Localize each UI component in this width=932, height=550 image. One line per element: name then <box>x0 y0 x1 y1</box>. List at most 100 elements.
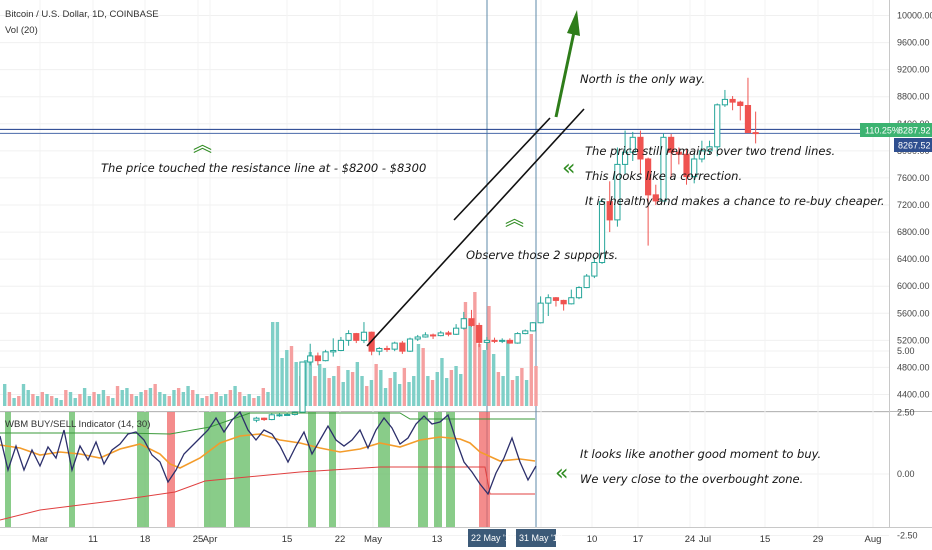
volume-bar <box>369 380 374 406</box>
chevron-left-icon: « <box>562 156 575 181</box>
annotation-trend-1: The price still remains over two trend l… <box>585 144 835 158</box>
time-tick-label: Jul <box>699 534 711 545</box>
volume-bar <box>501 376 505 406</box>
candle-up <box>422 334 429 338</box>
volume-bar <box>520 368 524 406</box>
candle-up <box>629 136 636 153</box>
symbol-title[interactable]: Bitcoin / U.S. Dollar, 1D, COINBASE <box>5 9 159 20</box>
volume-bar <box>101 390 106 406</box>
annotation-supports: Observe those 2 supports. <box>466 248 618 262</box>
volume-bar <box>454 366 458 406</box>
upper-band-line <box>0 412 535 435</box>
volume-legend[interactable]: Vol (20) <box>5 25 38 36</box>
candle-up <box>460 318 467 329</box>
arrow-up-icon[interactable] <box>567 10 580 36</box>
date-badge-22-may: 22 May '19 <box>471 533 515 543</box>
volume-bar <box>515 376 519 406</box>
candle-up <box>537 302 544 324</box>
volume-bar <box>524 380 529 406</box>
indicator-legend[interactable]: WBM BUY/SELL Indicator (14, 30) <box>5 419 150 430</box>
time-tick-label: Mar <box>32 534 48 545</box>
volume-bar <box>332 376 336 406</box>
volume-bar <box>534 366 538 406</box>
volume-bar <box>355 362 360 406</box>
volume-bar <box>482 350 486 406</box>
time-tick-label: 13 <box>432 534 443 545</box>
trend-line-lower[interactable] <box>366 108 585 347</box>
candle-up <box>614 163 621 221</box>
indicator-tick-label: -2.50 <box>897 531 918 541</box>
time-axis[interactable]: Mar111825Apr1522May1327101724Jul1529Aug <box>32 534 882 545</box>
candle-up <box>322 351 329 362</box>
volume-bar <box>444 378 449 406</box>
volume-bar <box>407 382 411 406</box>
candle-down <box>645 158 652 196</box>
price-badge-bg <box>860 123 932 137</box>
trend-line-upper[interactable] <box>453 117 551 221</box>
candle-up <box>583 275 590 289</box>
volume-bar <box>82 388 87 406</box>
volume-bar <box>205 396 209 406</box>
price-tick-label: 8800.00 <box>897 92 930 102</box>
last-price-value: 8267.52 <box>898 141 931 151</box>
candle-down <box>383 347 391 350</box>
volume-bar <box>294 362 298 406</box>
volume-bar <box>379 370 383 406</box>
volume-bar <box>440 358 444 406</box>
candle-up <box>453 327 460 335</box>
volume-bar <box>430 380 435 406</box>
volume-bar <box>426 376 430 406</box>
volume-bar <box>21 384 26 406</box>
price-tick-label: 6800.00 <box>897 227 930 237</box>
north-arrow-shaft[interactable] <box>554 31 576 118</box>
price-tick-label: 10000.00 <box>897 11 932 21</box>
candle-up <box>522 330 529 335</box>
drawing-tools[interactable] <box>366 10 585 347</box>
volume-bar <box>129 394 134 406</box>
annotation-north: North is the only way. <box>580 72 705 86</box>
volume-bar <box>17 396 21 406</box>
candle-up <box>414 336 421 340</box>
volume-bar <box>111 398 115 406</box>
volume-bar <box>134 396 139 406</box>
volume-bar <box>209 394 214 406</box>
candle-up <box>483 339 490 343</box>
time-tick-label: 29 <box>813 534 824 545</box>
candle-down <box>552 297 560 301</box>
buy-zone <box>137 412 149 527</box>
chevron-up-icon: ︽ <box>505 208 524 230</box>
annotation-trend-2: This looks like a correction. <box>585 169 742 183</box>
volume-bar <box>64 390 68 406</box>
volume-bar <box>172 390 176 406</box>
volume-bar <box>153 384 157 406</box>
candle-up <box>698 150 705 160</box>
price-tick-label: 7200.00 <box>897 200 930 210</box>
last-price-badge[interactable]: 8267.52 <box>894 138 932 152</box>
volume-bar <box>167 396 171 406</box>
volume-bar <box>7 392 12 406</box>
candle-up <box>575 287 583 299</box>
volume-bar <box>247 394 251 406</box>
time-highlight-22-may: 22 May '19 <box>468 529 515 547</box>
volume-bar <box>336 366 341 406</box>
volume-bar <box>322 368 327 406</box>
volume-bar <box>318 364 322 406</box>
buy-zone <box>434 412 442 527</box>
candle-up <box>499 339 506 342</box>
candle-down <box>353 333 360 341</box>
candle-up <box>253 417 260 421</box>
annotation-trend-3: It is healthy and makes a chance to re-b… <box>585 194 885 208</box>
candle-down <box>445 332 452 335</box>
buy-zone <box>204 412 226 527</box>
volume-bar <box>40 392 44 406</box>
signal-line <box>0 433 536 469</box>
volume-bar <box>214 392 218 406</box>
candle-up <box>568 297 575 305</box>
price-badge[interactable]: 110.25% 8287.92 <box>860 123 932 137</box>
annotation-buy-2: We very close to the overbought zone. <box>580 472 803 486</box>
candle-down <box>506 339 513 344</box>
volume-bar <box>242 396 247 406</box>
volume-bar <box>228 390 233 406</box>
time-highlight-31-may: 31 May '19 <box>516 529 563 547</box>
